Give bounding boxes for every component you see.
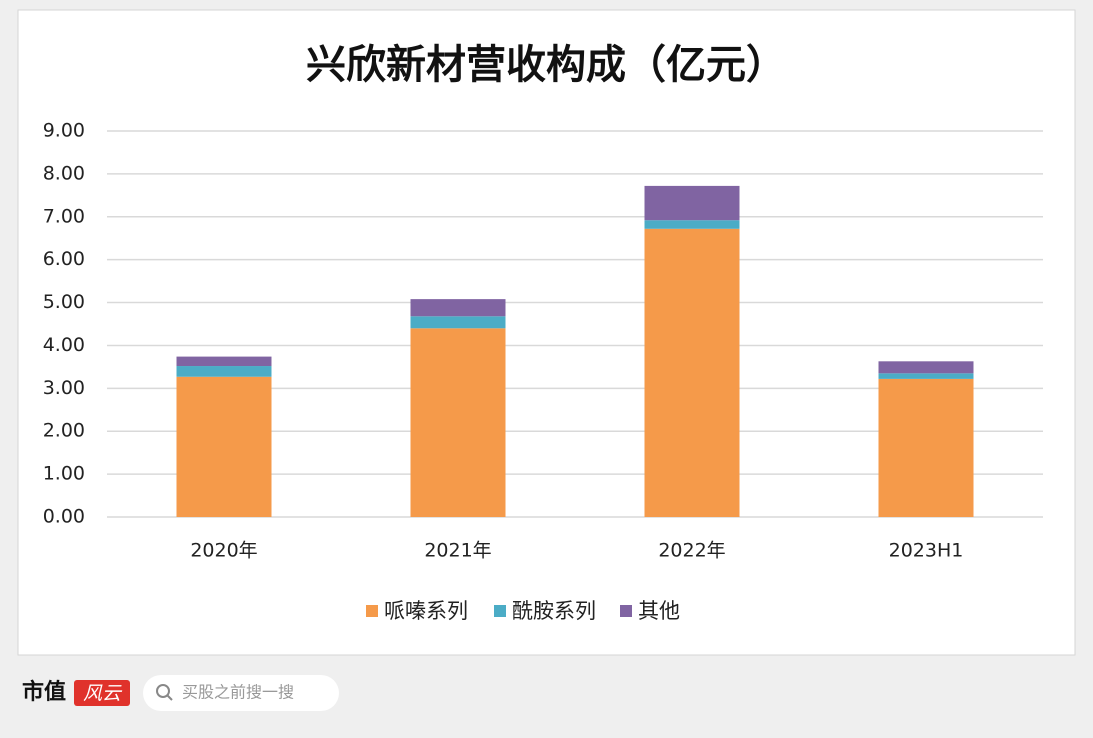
legend-label: 酰胺系列 bbox=[512, 599, 596, 623]
x-tick-label: 2020年 bbox=[190, 540, 257, 562]
brand: 市值 bbox=[22, 679, 66, 705]
bar-segment bbox=[410, 328, 506, 517]
y-tick-label: 0.00 bbox=[43, 506, 85, 528]
search-box[interactable] bbox=[143, 675, 339, 711]
search-icon bbox=[156, 684, 170, 698]
badge: 风云 bbox=[83, 683, 123, 705]
y-tick-label: 2.00 bbox=[43, 420, 85, 442]
search-icon-handle bbox=[166, 694, 173, 701]
x-tick-label: 2021年 bbox=[424, 540, 491, 562]
bar-segment bbox=[878, 373, 974, 379]
search-placeholder: 买股之前搜一搜 bbox=[182, 683, 294, 702]
legend-swatch bbox=[366, 605, 378, 617]
bar-segment bbox=[410, 316, 506, 329]
y-tick-label: 1.00 bbox=[43, 463, 85, 485]
x-tick-label: 2023H1 bbox=[889, 540, 964, 562]
y-tick-label: 7.00 bbox=[43, 205, 85, 227]
bar-segment bbox=[644, 185, 740, 221]
bar-segment bbox=[176, 376, 272, 517]
bar-segment bbox=[878, 378, 974, 517]
legend-swatch bbox=[620, 605, 632, 617]
bar-segment bbox=[176, 356, 272, 367]
bar-segment bbox=[878, 361, 974, 374]
legend-swatch bbox=[494, 605, 506, 617]
legend-label: 哌嗪系列 bbox=[384, 599, 468, 623]
y-tick-label: 5.00 bbox=[43, 291, 85, 313]
badge-bg bbox=[74, 680, 130, 706]
y-tick-label: 4.00 bbox=[43, 334, 85, 356]
x-tick-label: 2022年 bbox=[658, 540, 725, 562]
plot: 0.00 1.00 2.00 3.00 4.00 5.00 6.00 7.00 8.00 9.00… bbox=[43, 120, 1043, 623]
y-tick-label: 9.00 bbox=[43, 120, 85, 142]
bar-segment bbox=[644, 220, 740, 229]
legend-label: 其他 bbox=[638, 599, 680, 623]
y-tick-label: 3.00 bbox=[43, 377, 85, 399]
y-tick-label: 6.00 bbox=[43, 248, 85, 270]
bar-segment bbox=[176, 366, 272, 377]
bar-segment bbox=[644, 228, 740, 517]
chart-title: 兴欣新材营收构成（亿元） bbox=[306, 42, 786, 88]
chart-panel bbox=[17, 9, 1076, 656]
y-tick-label: 8.00 bbox=[43, 162, 85, 184]
bar-segment bbox=[410, 299, 506, 317]
